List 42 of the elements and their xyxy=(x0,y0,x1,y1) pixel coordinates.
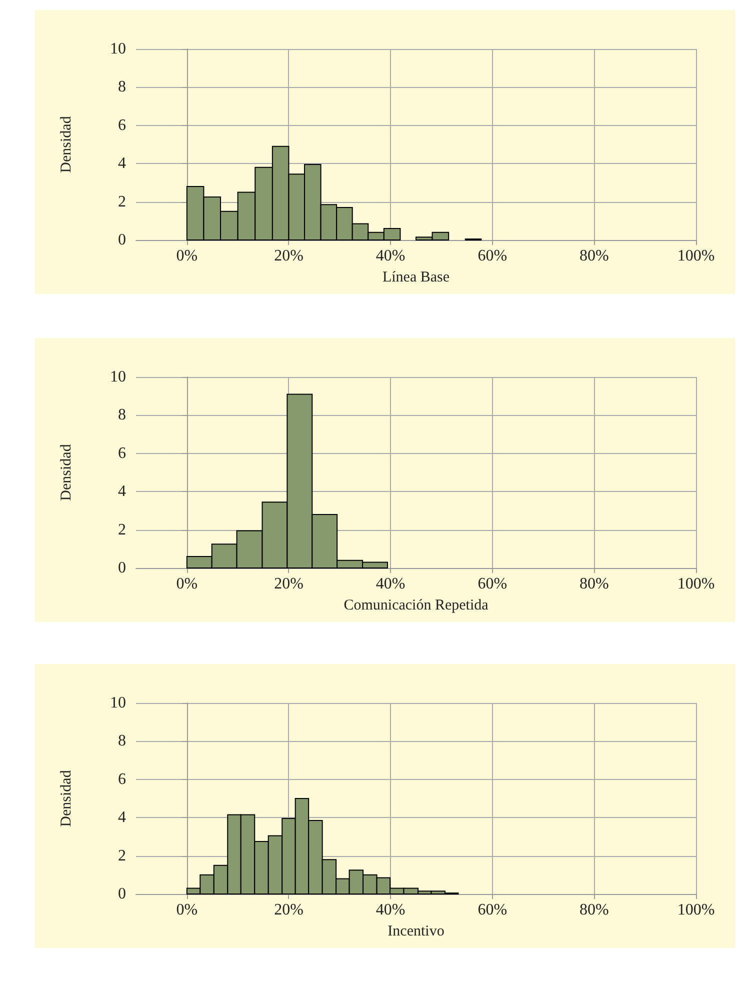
y-tick-label: 2 xyxy=(118,521,126,538)
x-tick-label: 0% xyxy=(176,902,198,918)
x-tick-label: 20% xyxy=(274,902,304,918)
y-tick-label: 2 xyxy=(118,193,126,210)
x-tick-label: 20% xyxy=(274,576,304,592)
x-tick-label: 100% xyxy=(677,248,715,264)
y-tick-label: 8 xyxy=(118,732,126,750)
x-tick-label: 40% xyxy=(376,248,406,264)
x-axis-title: Incentivo xyxy=(388,924,444,940)
y-tick-label: 4 xyxy=(118,483,126,500)
x-tick-label: 80% xyxy=(580,248,609,264)
x-tick-label: 60% xyxy=(478,902,508,918)
y-tick-label: 4 xyxy=(118,809,126,826)
x-tick-label: 80% xyxy=(580,902,609,918)
x-tick-label: 20% xyxy=(274,248,304,264)
y-tick-label: 6 xyxy=(118,116,126,134)
y-axis-title: Densidad xyxy=(58,770,74,827)
y-tick-label: 0 xyxy=(118,560,126,576)
x-tick-label: 80% xyxy=(580,576,609,592)
x-tick-label: 40% xyxy=(376,902,406,918)
x-tick-label: 60% xyxy=(478,248,508,264)
y-tick-label: 10 xyxy=(110,40,126,58)
y-tick-label: 8 xyxy=(118,78,126,96)
y-tick-label: 6 xyxy=(118,444,126,462)
x-tick-label: 100% xyxy=(677,902,715,918)
y-tick-label: 10 xyxy=(110,368,126,386)
y-axis-title: Densidad xyxy=(58,116,74,173)
y-tick-label: 0 xyxy=(118,886,126,902)
x-axis-title: Comunicación Repetida xyxy=(344,598,489,614)
y-tick-label: 4 xyxy=(118,155,126,172)
y-tick-label: 10 xyxy=(110,694,126,712)
x-tick-label: 60% xyxy=(478,576,508,592)
y-tick-label: 6 xyxy=(118,770,126,788)
y-axis-title: Densidad xyxy=(58,444,74,501)
x-tick-label: 100% xyxy=(677,576,715,592)
y-tick-label: 2 xyxy=(118,847,126,864)
x-tick-label: 40% xyxy=(376,576,406,592)
x-tick-label: 0% xyxy=(176,576,198,592)
y-tick-label: 8 xyxy=(118,406,126,424)
x-axis-title: Línea Base xyxy=(382,270,450,286)
x-tick-label: 0% xyxy=(176,248,198,264)
y-tick-label: 0 xyxy=(118,232,126,248)
